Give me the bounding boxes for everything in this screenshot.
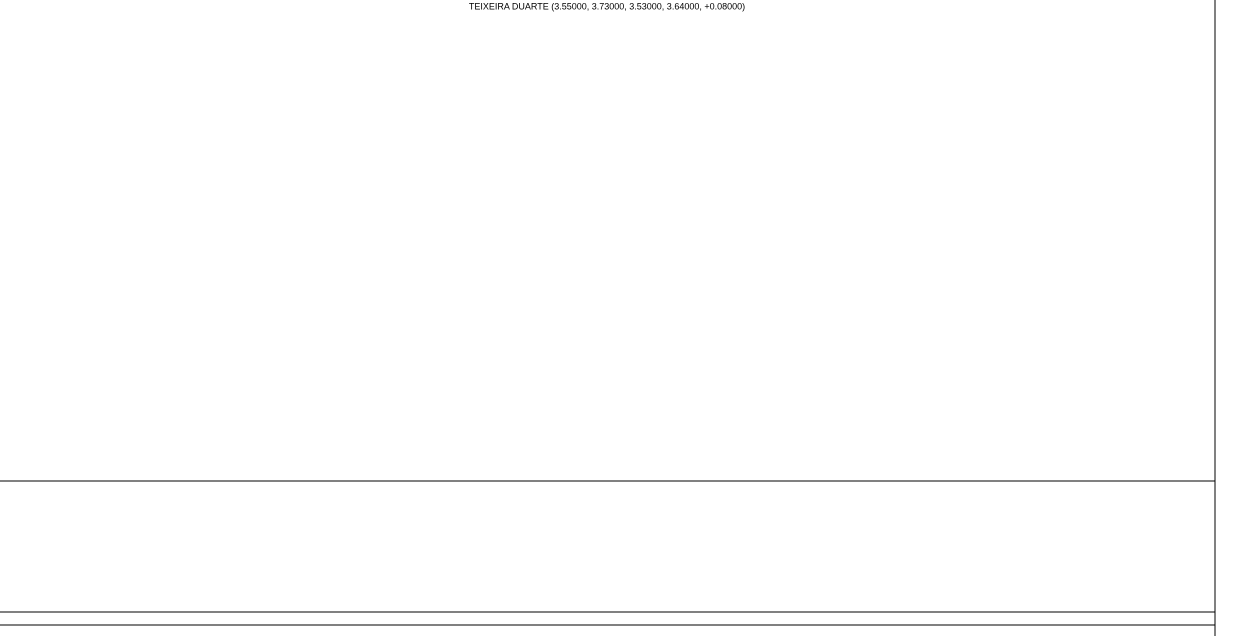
chart-title: TEIXEIRA DUARTE (3.55000, 3.73000, 3.530… bbox=[469, 1, 745, 11]
